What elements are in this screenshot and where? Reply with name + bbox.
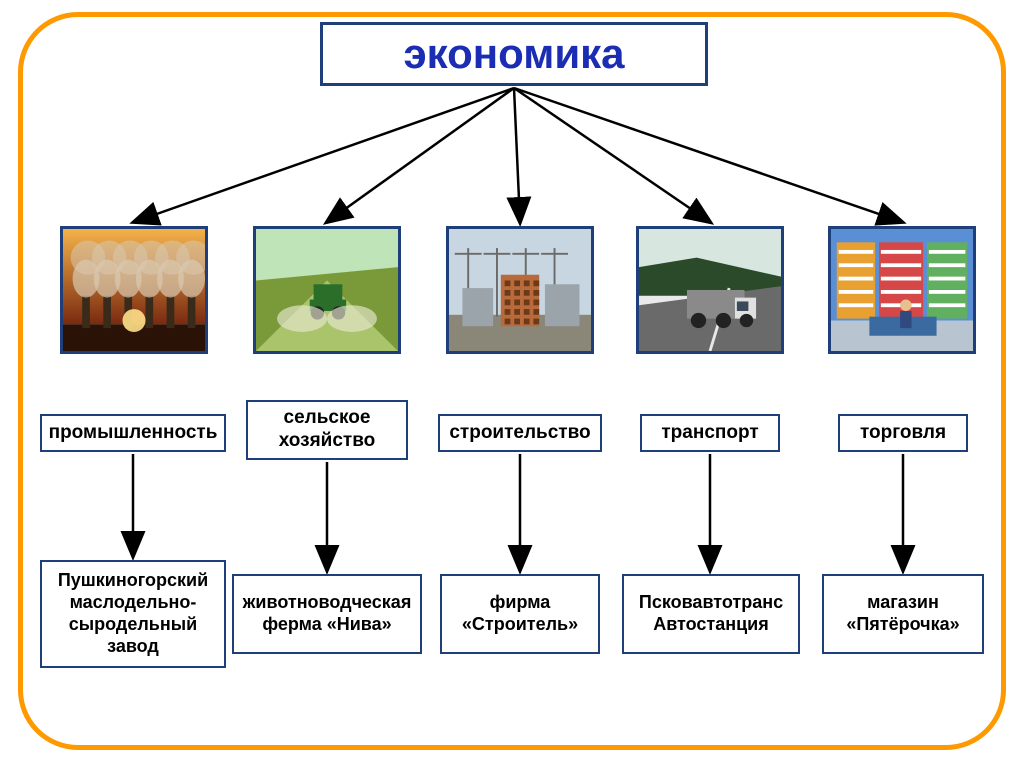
sector-label-0: промышленность <box>49 422 218 445</box>
title-box: экономика <box>320 22 708 86</box>
sector-box-1: сельское хозяйство <box>246 400 408 460</box>
example-box-1: животноводческая ферма «Нива» <box>232 574 422 654</box>
example-box-4: магазин «Пятёрочка» <box>822 574 984 654</box>
image-construction <box>446 226 594 354</box>
example-label-4: магазин «Пятёрочка» <box>828 592 978 636</box>
sector-box-0: промышленность <box>40 414 226 452</box>
example-box-0: Пушкиногорский маслодельно-сыродельный з… <box>40 560 226 668</box>
image-trade <box>828 226 976 354</box>
example-label-1: животноводческая ферма «Нива» <box>238 592 416 636</box>
image-transport <box>636 226 784 354</box>
example-box-3: Псковавтотранс Автостанция <box>622 574 800 654</box>
sector-box-3: транспорт <box>640 414 780 452</box>
example-box-2: фирма «Строитель» <box>440 574 600 654</box>
title-text: экономика <box>403 30 624 78</box>
example-label-3: Псковавтотранс Автостанция <box>628 592 794 636</box>
sector-box-2: строительство <box>438 414 602 452</box>
example-label-2: фирма «Строитель» <box>446 592 594 636</box>
image-agriculture <box>253 226 401 354</box>
sector-box-4: торговля <box>838 414 968 452</box>
image-industry <box>60 226 208 354</box>
sector-label-2: строительство <box>449 422 590 445</box>
sector-label-1: сельское хозяйство <box>256 407 398 453</box>
example-label-0: Пушкиногорский маслодельно-сыродельный з… <box>46 570 220 658</box>
sector-label-4: торговля <box>860 422 946 445</box>
sector-label-3: транспорт <box>661 422 758 445</box>
